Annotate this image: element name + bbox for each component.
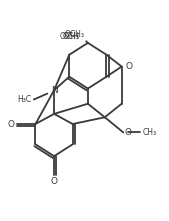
Text: O: O: [7, 120, 14, 129]
Text: CH₃: CH₃: [143, 128, 157, 137]
Text: OCH: OCH: [63, 32, 79, 42]
Text: OCH₃: OCH₃: [59, 32, 79, 42]
Text: O: O: [124, 128, 131, 137]
Text: N: N: [51, 86, 57, 95]
Text: OCH₃: OCH₃: [65, 30, 84, 39]
Text: O: O: [51, 177, 58, 186]
Text: H₃C: H₃C: [17, 95, 31, 104]
Text: O: O: [126, 62, 133, 71]
